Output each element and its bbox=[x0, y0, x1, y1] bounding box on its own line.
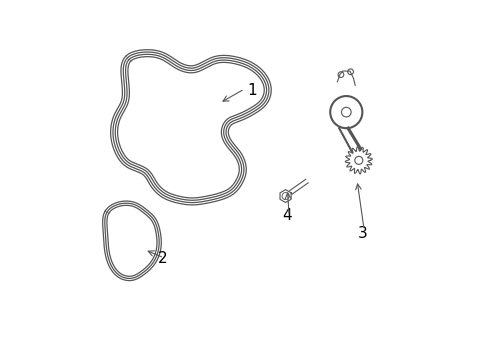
Text: 4: 4 bbox=[282, 208, 292, 223]
Text: 1: 1 bbox=[246, 83, 256, 98]
Text: 3: 3 bbox=[357, 226, 366, 241]
Text: 2: 2 bbox=[157, 251, 167, 266]
